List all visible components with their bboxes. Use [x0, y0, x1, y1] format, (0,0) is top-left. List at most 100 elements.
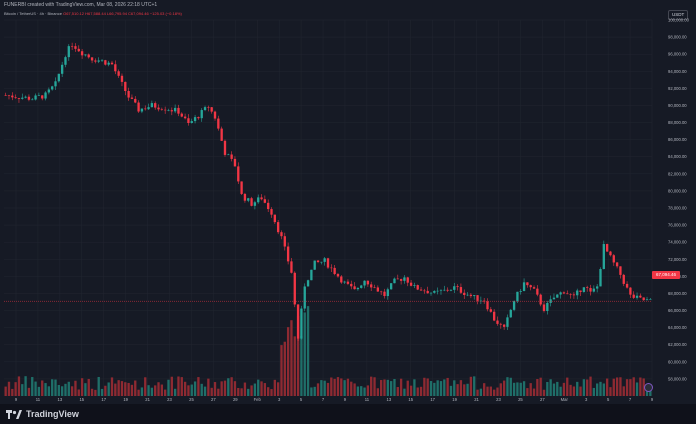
volume-bar [559, 386, 562, 396]
candle-body [127, 90, 130, 98]
candle-body [592, 288, 596, 292]
candle-body [635, 295, 639, 298]
candle-body [436, 290, 439, 292]
candle-body [21, 97, 24, 99]
volume-bar [247, 388, 250, 396]
volume-bar [370, 376, 373, 396]
candle-body [70, 46, 74, 47]
candle-body [54, 81, 57, 87]
candle-body [429, 292, 433, 294]
volume-bar [164, 389, 167, 396]
volume-bar [200, 383, 203, 396]
volume-bar [114, 383, 117, 396]
tradingview-logo-icon [6, 409, 22, 419]
volume-bar [70, 386, 74, 396]
candle-body [413, 285, 416, 286]
price-tick-label: 62,000.00 [668, 342, 687, 347]
price-tick-label: 68,000.00 [668, 291, 687, 296]
price-tick-label: 66,000.00 [668, 308, 687, 313]
candle-body [280, 232, 283, 237]
volume-bar [522, 381, 526, 396]
candle-body [586, 287, 589, 289]
candle-body [463, 292, 466, 295]
volume-bar [21, 384, 24, 396]
volume-bar [273, 379, 276, 396]
time-tick-label: 25 [518, 397, 523, 402]
candle-body [343, 281, 346, 283]
chart-caption: FUNERBI created with TradingView.com, Ma… [4, 2, 158, 8]
candle-body [399, 279, 403, 281]
candle-body [552, 297, 556, 300]
volume-bar [54, 379, 57, 396]
tradingview-logo[interactable]: TradingView [6, 409, 79, 419]
volume-bar [173, 388, 177, 396]
candle-body [74, 46, 77, 49]
volume-bar [333, 378, 336, 396]
candle-body [433, 290, 436, 293]
volume-bar [383, 379, 386, 396]
volume-bar [596, 383, 599, 396]
scroll-to-realtime-icon[interactable] [644, 383, 653, 392]
price-chart[interactable]: 100,000.00 98,000.00 96,000.00 94,000.00 92,… [0, 0, 696, 404]
currency-badge[interactable]: USDT [668, 10, 689, 20]
candle-body [346, 281, 350, 284]
candle-body [130, 97, 134, 99]
candle-body [639, 295, 642, 298]
price-tick-label: 88,000.00 [668, 120, 687, 125]
volume-bar [286, 327, 290, 396]
volume-bar [187, 385, 190, 396]
time-tick-label: 27 [540, 397, 545, 402]
volume-bar [582, 379, 586, 396]
volume-bar [516, 382, 519, 396]
volume-bar [566, 377, 569, 396]
volume-bar [11, 388, 14, 396]
candle-body [323, 258, 326, 262]
volume-bar [270, 389, 273, 396]
candle-body [615, 262, 619, 267]
volume-bar [64, 383, 67, 396]
volume-bar [443, 379, 446, 396]
candle-body [522, 282, 526, 291]
candle-body [360, 285, 363, 288]
volume-bar [37, 386, 41, 396]
volume-bar [293, 336, 296, 396]
candle-body [499, 323, 502, 325]
candle-body [34, 95, 37, 100]
candlesticks [4, 42, 652, 341]
volume-bars [4, 306, 652, 396]
time-tick-label: 9 [651, 397, 654, 402]
volume-bar [552, 383, 556, 396]
volume-bar [97, 376, 100, 396]
candle-body [300, 308, 303, 339]
symbol-name[interactable]: Bitcoin / TetherUS · 4h · Binance [4, 11, 62, 16]
candle-body [180, 113, 183, 117]
candle-body [340, 276, 343, 283]
brand-name: TradingView [26, 409, 79, 419]
candle-body [97, 60, 100, 62]
volume-bar [373, 377, 376, 396]
volume-bar [459, 380, 463, 396]
candle-body [144, 108, 147, 110]
candle-body [546, 302, 549, 311]
time-tick-label: 21 [145, 397, 150, 402]
candle-body [190, 121, 193, 124]
candle-body [140, 108, 144, 112]
candle-body [502, 324, 506, 327]
volume-bar [599, 381, 602, 396]
candle-body [243, 193, 247, 201]
volume-bar [639, 377, 642, 396]
time-tick-label: 7 [322, 397, 325, 402]
price-tick-label: 92,000.00 [668, 86, 687, 91]
candle-body [217, 118, 220, 129]
volume-bar [27, 387, 31, 396]
volume-bar [586, 379, 589, 396]
volume-bar [483, 383, 486, 396]
volume-bar [506, 377, 509, 396]
candle-body [459, 287, 463, 293]
candle-body [64, 57, 67, 65]
candle-body [310, 269, 313, 281]
time-tick-label: 21 [474, 397, 479, 402]
candle-body [539, 294, 542, 305]
candle-body [409, 282, 413, 286]
candle-body [449, 289, 453, 291]
